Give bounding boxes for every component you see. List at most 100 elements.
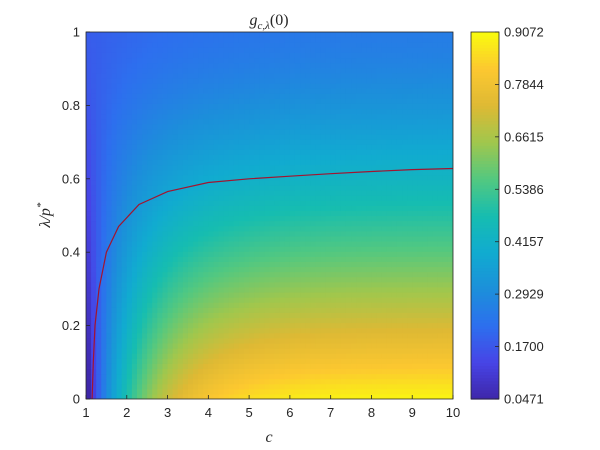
heatmap-cell xyxy=(345,159,352,166)
heatmap-cell xyxy=(330,348,337,354)
heatmap-cell xyxy=(208,327,215,334)
heatmap-cell xyxy=(294,302,301,308)
heatmap-cell xyxy=(386,291,393,298)
heatmap-cell xyxy=(371,62,378,69)
heatmap-cell xyxy=(345,42,352,48)
heatmap-cell xyxy=(274,179,281,186)
heatmap-cell xyxy=(381,332,388,339)
heatmap-cell xyxy=(233,251,240,257)
heatmap-cell xyxy=(244,133,250,140)
heatmap-cell xyxy=(259,169,266,176)
heatmap-cell xyxy=(340,307,347,313)
heatmap-cell xyxy=(422,266,429,273)
heatmap-cell xyxy=(330,266,337,273)
heatmap-cell xyxy=(172,378,179,385)
heatmap-cell xyxy=(86,52,92,59)
heatmap-cell xyxy=(300,393,306,399)
heatmap-cell xyxy=(422,332,429,339)
heatmap-cell xyxy=(126,52,133,59)
heatmap-cell xyxy=(228,286,235,293)
heatmap-cell xyxy=(142,302,148,308)
heatmap-cell xyxy=(187,220,194,227)
heatmap-cell xyxy=(376,297,383,303)
heatmap-cell xyxy=(198,297,204,303)
heatmap-cell xyxy=(432,42,439,48)
heatmap-cell xyxy=(371,373,378,380)
heatmap-cell xyxy=(172,266,179,273)
heatmap-cell xyxy=(213,373,220,380)
heatmap-cell xyxy=(432,159,439,166)
heatmap-cell xyxy=(422,164,429,171)
heatmap-cell xyxy=(366,98,373,104)
heatmap-cell xyxy=(238,271,245,278)
heatmap-cell xyxy=(289,32,296,38)
heatmap-cell xyxy=(91,37,97,43)
heatmap-cell xyxy=(111,348,118,354)
heatmap-cell xyxy=(111,159,118,166)
heatmap-cell xyxy=(269,256,276,262)
heatmap-cell xyxy=(407,291,413,298)
heatmap-cell xyxy=(305,358,311,364)
heatmap-cell xyxy=(244,82,250,89)
heatmap-cell xyxy=(136,103,143,110)
heatmap-cell xyxy=(167,118,174,125)
heatmap-cell xyxy=(187,271,194,278)
heatmap-cell xyxy=(203,154,209,161)
heatmap-cell xyxy=(422,388,429,395)
heatmap-cell xyxy=(157,52,164,59)
heatmap-cell xyxy=(86,32,92,38)
heatmap-cell xyxy=(417,88,424,94)
heatmap-cell xyxy=(187,200,194,206)
heatmap-cell xyxy=(315,67,322,74)
heatmap-cell xyxy=(396,32,403,38)
heatmap-cell xyxy=(376,164,383,171)
heatmap-cell xyxy=(361,42,367,48)
heatmap-cell xyxy=(254,32,260,38)
heatmap-cell xyxy=(157,159,164,166)
heatmap-cell xyxy=(121,42,128,48)
heatmap-cell xyxy=(233,383,240,390)
heatmap-cell xyxy=(223,317,230,324)
heatmap-cell xyxy=(381,291,388,298)
heatmap-cell xyxy=(396,302,403,308)
heatmap-cell xyxy=(162,200,169,206)
heatmap-cell xyxy=(381,113,388,120)
heatmap-cell xyxy=(116,271,123,278)
heatmap-cell xyxy=(249,42,255,48)
heatmap-cell xyxy=(213,32,220,38)
heatmap-cell xyxy=(417,144,424,150)
heatmap-cell xyxy=(126,93,133,99)
heatmap-cell xyxy=(294,220,301,227)
heatmap-cell xyxy=(310,266,316,273)
heatmap-cell xyxy=(432,261,439,268)
heatmap-cell xyxy=(259,93,266,99)
heatmap-cell xyxy=(187,383,194,390)
heatmap-cell xyxy=(412,57,418,64)
heatmap-cell xyxy=(203,271,209,278)
heatmap-cell xyxy=(142,67,148,74)
heatmap-cell xyxy=(381,159,388,166)
heatmap-cell xyxy=(126,312,133,319)
heatmap-cell xyxy=(325,286,332,293)
heatmap-cell xyxy=(177,42,184,48)
heatmap-cell xyxy=(182,235,189,242)
heatmap-cell xyxy=(86,77,92,84)
heatmap-cell xyxy=(218,388,225,395)
heatmap-cell xyxy=(340,108,347,115)
heatmap-cell xyxy=(310,154,316,161)
heatmap-cell xyxy=(417,358,424,364)
heatmap-cell xyxy=(381,230,388,237)
heatmap-cell xyxy=(254,123,260,130)
heatmap-cell xyxy=(116,57,123,64)
heatmap-cell xyxy=(126,368,133,375)
heatmap-cell xyxy=(208,32,215,38)
heatmap-cell xyxy=(193,322,199,329)
heatmap-cell xyxy=(193,332,199,339)
heatmap-cell xyxy=(136,174,143,181)
heatmap-cell xyxy=(345,77,352,84)
heatmap-cell xyxy=(412,67,418,74)
heatmap-cell xyxy=(284,179,291,186)
heatmap-cell xyxy=(203,113,209,120)
heatmap-cell xyxy=(147,108,153,115)
heatmap-cell xyxy=(233,220,240,227)
